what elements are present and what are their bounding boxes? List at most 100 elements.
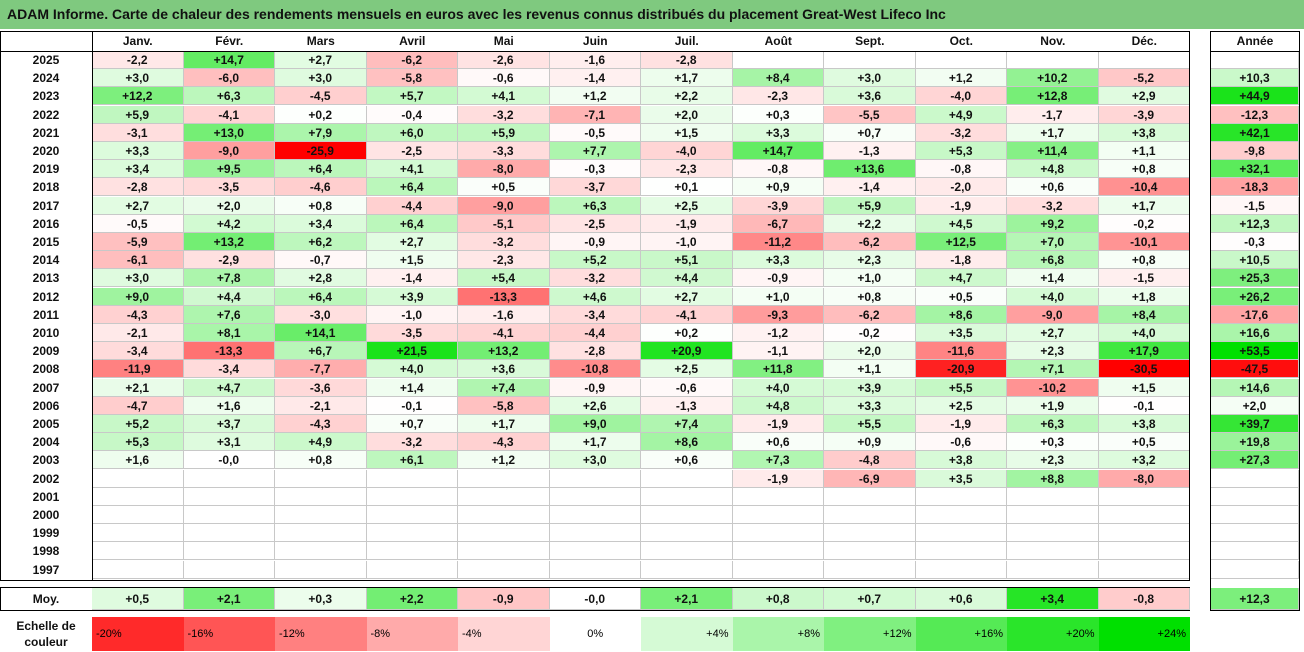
heatmap-cell: -1,1 xyxy=(732,342,824,361)
heatmap-cell: +1,2 xyxy=(915,69,1007,88)
color-scale-label-line1: Echelle de xyxy=(16,619,76,633)
heatmap-cell xyxy=(732,560,824,579)
heatmap-cell: +3,0 xyxy=(92,69,184,88)
heatmap-cell: +3,3 xyxy=(92,142,184,160)
color-scale-swatch: -20% xyxy=(92,617,184,651)
annual-cell: +14,6 xyxy=(1211,378,1299,397)
year-label: 2021 xyxy=(32,125,60,140)
heatmap-cell: -3,4 xyxy=(549,305,641,324)
year-label: 2020 xyxy=(32,144,60,158)
heatmap-cell: +0,6 xyxy=(641,451,733,470)
heatmap-cell: -4,1 xyxy=(183,105,275,124)
heatmap-cell: +2,8 xyxy=(275,269,367,288)
heatmap-cell: -20,9 xyxy=(915,360,1007,379)
heatmap-cell: +2,5 xyxy=(641,196,733,215)
heatmap-cell: +6,3 xyxy=(183,87,275,106)
heatmap-cell: +2,1 xyxy=(92,378,184,397)
heatmap-cell: +1,7 xyxy=(641,69,733,88)
color-scale-swatch: +4% xyxy=(641,617,733,651)
heatmap-cell: +2,0 xyxy=(641,105,733,124)
heatmap-cell: -10,2 xyxy=(1007,378,1099,397)
heatmap-cell: -3,2 xyxy=(915,123,1007,142)
heatmap-cell: +2,7 xyxy=(92,196,184,215)
heatmap-cell xyxy=(1098,506,1190,524)
heatmap-cell: +1,6 xyxy=(183,396,275,415)
avg-bottom xyxy=(0,610,1190,611)
color-scale-swatch: 0% xyxy=(549,617,641,651)
month-header: Déc. xyxy=(1131,34,1157,48)
average-cell: +0,5 xyxy=(92,588,184,610)
heatmap-cell xyxy=(275,469,367,488)
year-label: 2008 xyxy=(32,362,60,377)
heatmap-cell xyxy=(458,487,550,506)
heatmap-cell: +1,2 xyxy=(458,451,550,470)
heatmap-cell: -2,3 xyxy=(458,251,550,270)
heatmap-cell: -6,0 xyxy=(183,69,275,88)
heatmap-cell xyxy=(915,560,1007,579)
heatmap-cell: -6,2 xyxy=(824,233,916,251)
annual-cell: +25,3 xyxy=(1211,269,1299,288)
heatmap-cell: -4,3 xyxy=(458,433,550,452)
heatmap-cell: +9,2 xyxy=(1007,214,1099,233)
year-label: 2019 xyxy=(32,162,60,177)
month-header: Sept. xyxy=(855,34,885,48)
heatmap-cell: +4,0 xyxy=(1007,287,1099,306)
heatmap-cell: +0,8 xyxy=(275,451,367,470)
heatmap-cell: +1,8 xyxy=(1098,287,1190,306)
heatmap-cell: -0,9 xyxy=(549,378,641,397)
heatmap-cell: -2,1 xyxy=(275,396,367,415)
month-header: Nov. xyxy=(1040,34,1066,48)
heatmap-cell: -2,3 xyxy=(641,160,733,179)
heatmap-cell xyxy=(92,469,184,488)
heatmap-cell: +7,0 xyxy=(1007,233,1099,251)
average-cell: +0,7 xyxy=(824,588,916,610)
heatmap-cell: +4,9 xyxy=(275,433,367,452)
heatmap-cell: -9,3 xyxy=(732,305,824,324)
year-total-header: Année xyxy=(1236,34,1274,48)
heatmap-cell: +6,4 xyxy=(275,287,367,306)
heatmap-cell xyxy=(366,560,458,579)
heatmap-cell: -0,2 xyxy=(824,324,916,342)
heatmap-cell: -0,2 xyxy=(1098,214,1190,233)
heatmap-cell: +3,8 xyxy=(1098,123,1190,142)
heatmap-cell xyxy=(824,487,916,506)
chart-title: ADAM Informe. Carte de chaleur des rende… xyxy=(0,0,1304,29)
heatmap-cell: +5,3 xyxy=(915,142,1007,160)
heatmap-cell: +4,4 xyxy=(183,287,275,306)
average-cell: -0,8 xyxy=(1098,588,1190,610)
heatmap-cell: -2,8 xyxy=(641,51,733,69)
heatmap-cell: +0,3 xyxy=(732,105,824,124)
year-label: 2004 xyxy=(32,435,60,450)
month-header: Juin xyxy=(582,34,608,48)
heatmap-cell: -6,2 xyxy=(366,51,458,69)
heatmap-cell: -10,8 xyxy=(549,360,641,379)
heatmap-cell: -25,9 xyxy=(275,142,367,160)
average-cell: +3,4 xyxy=(1007,588,1099,610)
heatmap-cell: +13,2 xyxy=(183,233,275,251)
heatmap-cell xyxy=(366,506,458,524)
annual-left xyxy=(1210,31,1211,611)
heatmap-cell: +5,1 xyxy=(641,251,733,270)
heatmap-cell: +3,4 xyxy=(92,160,184,179)
heatmap-cell: +13,6 xyxy=(824,160,916,179)
heatmap-cell: +2,0 xyxy=(183,196,275,215)
color-scale-swatch: +24% xyxy=(1098,617,1190,651)
year-label: 2011 xyxy=(32,307,60,322)
year-label: 2023 xyxy=(32,89,60,104)
heatmap-cell: +3,5 xyxy=(915,469,1007,488)
heatmap-cell: -3,2 xyxy=(458,105,550,124)
heatmap-cell: +0,6 xyxy=(1007,178,1099,197)
heatmap-cell: +0,5 xyxy=(915,287,1007,306)
year-label: 2014 xyxy=(32,253,60,268)
heatmap-cell: -1,2 xyxy=(732,324,824,342)
heatmap-cell: +3,1 xyxy=(183,433,275,452)
heatmap-cell: +3,3 xyxy=(824,396,916,415)
heatmap-cell: -1,6 xyxy=(549,51,641,69)
heatmap-cell: -0,1 xyxy=(1098,396,1190,415)
heatmap-cell xyxy=(549,487,641,506)
annual-cell: +19,8 xyxy=(1211,433,1299,452)
heatmap-cell xyxy=(549,524,641,543)
heatmap-cell: -1,9 xyxy=(641,214,733,233)
frame-year-divider xyxy=(92,31,93,581)
average-cell: -0,9 xyxy=(458,588,550,610)
